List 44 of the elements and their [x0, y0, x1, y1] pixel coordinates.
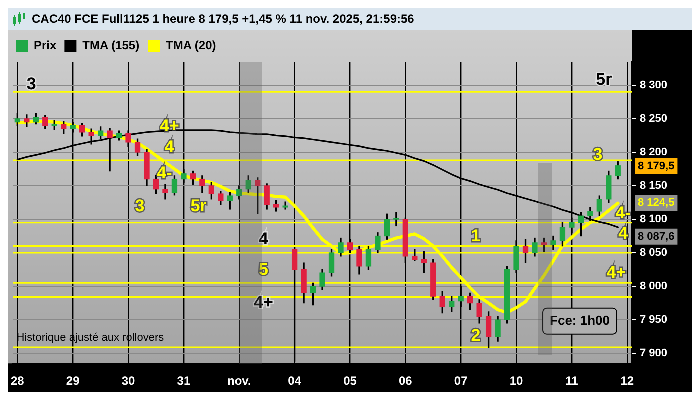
annotation: Fce: 1h00 [550, 312, 610, 328]
annotation: 3 [593, 145, 603, 164]
x-tick-label: 04 [288, 374, 302, 388]
annotation: 4+ [606, 262, 626, 282]
annotation: 4 [258, 230, 269, 249]
annotation: 5r [190, 196, 208, 216]
candlestick [282, 202, 288, 210]
y-tick-label: 8 150 [640, 180, 668, 192]
text: 8 124,5 [638, 197, 675, 210]
annotation: 1 [471, 226, 481, 246]
x-tick-label: 30 [122, 374, 136, 388]
annotation: 4- [157, 163, 172, 182]
candlestick [394, 212, 400, 227]
chart-title: CAC40 FCE Full1125 1 heure 8 179,5 +1,45 % 11 nov. 2025, 21:59:56 [32, 12, 414, 26]
y-tick-label: 8 250 [640, 113, 668, 125]
legend-label: Prix [34, 38, 58, 52]
y-tick-label: 7 900 [640, 348, 668, 360]
y-tick-label: 8 000 [640, 280, 668, 293]
x-tick-label: 06 [398, 374, 413, 388]
annotation: 3 [135, 196, 145, 216]
x-tick-label: 05 [344, 374, 358, 388]
annotation: 3 [26, 74, 36, 94]
x-tick-label: nov. [227, 374, 252, 388]
annotation: 4 [164, 138, 175, 157]
annotation: 5r [596, 70, 613, 89]
x-tick-label: 10 [510, 374, 524, 388]
annotation: 5 [258, 260, 268, 279]
y-tick-label: 8 050 [640, 247, 668, 260]
x-tick-label: 31 [177, 374, 191, 388]
annotation: 4+ [254, 292, 274, 312]
text: 8 087,6 [638, 230, 675, 243]
legend-label: TMA (155) [82, 38, 140, 52]
y-tick-label: 8 100 [640, 214, 668, 226]
x-tick-label: 12 [620, 374, 634, 388]
x-tick-label: 28 [10, 374, 25, 388]
y-tick-label: 8 300 [640, 79, 668, 92]
annotation: 2 [471, 326, 481, 346]
y-tick-label: 7 950 [640, 314, 668, 326]
x-tick-label: 29 [66, 374, 80, 388]
y-tick-label: 8 200 [640, 146, 668, 159]
legend-label: TMA (20) [166, 38, 216, 52]
x-tick-label: 07 [454, 374, 468, 388]
text: 8 179,5 [638, 160, 675, 172]
x-tick-label: 11 [566, 374, 579, 388]
